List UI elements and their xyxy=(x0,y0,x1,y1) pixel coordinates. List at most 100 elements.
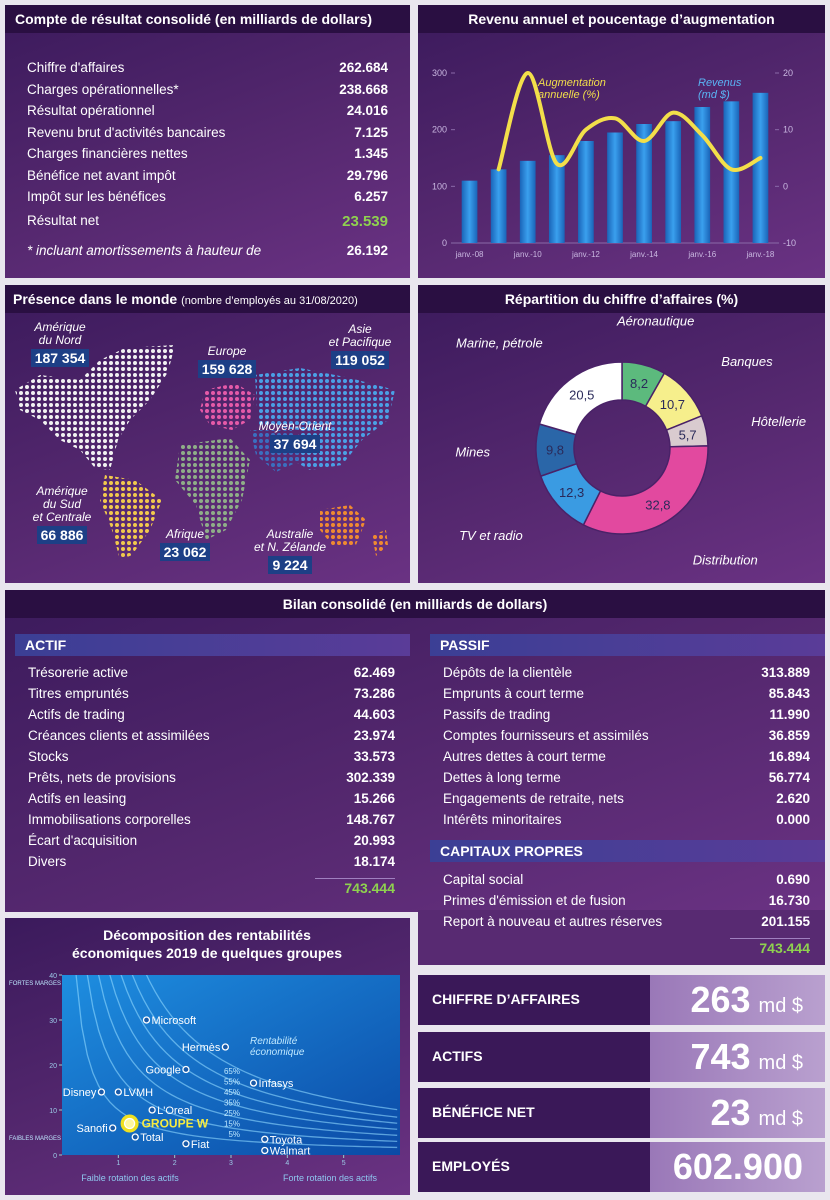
region: Asie et Pacifique 119 052 xyxy=(300,323,410,370)
value-label: 5,7 xyxy=(679,427,697,442)
income-title: Compte de résultat consolidé (en milliar… xyxy=(5,5,410,33)
balance-value: 36.859 xyxy=(768,728,810,743)
balance-label: Titres empruntés xyxy=(28,686,129,701)
x-tick-label: janv.-14 xyxy=(629,250,658,259)
balance-title: Bilan consolidé (en milliards de dollars… xyxy=(5,590,825,618)
revenue-chart: 0 100 200 300 -10 0 10 20 janv.-08 janv.-10 janv.-… xyxy=(432,68,796,259)
bar xyxy=(490,169,507,243)
balance-value: 23.974 xyxy=(353,728,395,743)
balance-value: 20.993 xyxy=(353,833,395,848)
x-axis-label: Faible rotation des actifs xyxy=(81,1173,179,1183)
bar xyxy=(461,180,478,243)
section-heading: CAPITAUX PROPRES xyxy=(430,840,825,862)
iso-curve xyxy=(97,975,398,1136)
income-note-value: 26.192 xyxy=(346,243,388,258)
point-label: Toyota xyxy=(270,1134,303,1146)
region-name: Afrique xyxy=(165,527,205,541)
bar xyxy=(519,160,536,243)
balance-total: 743.444 xyxy=(315,878,395,896)
kpi-label: CHIFFRE D’AFFAIRES xyxy=(432,991,580,1007)
region-value: 159 628 xyxy=(197,360,257,378)
south-america xyxy=(100,475,162,560)
point-label: Disney xyxy=(63,1087,97,1099)
kpi-box: ACTIFS 743 md $ xyxy=(418,1032,825,1082)
balance-label: Stocks xyxy=(28,749,69,764)
point xyxy=(142,1016,151,1024)
balance-value: 16.730 xyxy=(768,893,810,908)
balance-value: 2.620 xyxy=(776,791,810,806)
balance-value: 11.990 xyxy=(769,707,810,722)
balance-value: 16.894 xyxy=(768,749,810,764)
balance-panel-extension: Report à nouveau et autres réserves 201.1… xyxy=(418,910,825,965)
region-value: 37 694 xyxy=(269,435,321,453)
donut-segment xyxy=(582,445,709,535)
y2-tick-label: -10 xyxy=(783,238,796,248)
point xyxy=(109,1124,117,1132)
chart-title: Décomposition des rentabilités xyxy=(103,927,311,943)
iso-curve xyxy=(120,975,398,1124)
y-tick-label: 200 xyxy=(432,125,447,135)
balance-label: Capital social xyxy=(443,872,524,887)
region-name: Australie xyxy=(266,527,314,541)
balance-value: 0.000 xyxy=(776,812,810,827)
category-label: Distribution xyxy=(693,552,758,567)
kpi-unit: md $ xyxy=(758,1052,803,1074)
region-name: Moyen-Orient xyxy=(258,419,332,433)
balance-label: Prêts, nets de provisions xyxy=(28,770,176,785)
kpi-unit: md $ xyxy=(758,1108,803,1130)
x-tick-label: janv.-16 xyxy=(687,250,716,259)
europe xyxy=(200,383,255,430)
world-subtitle: (nombre d’employés au 31/08/2020) xyxy=(181,295,358,307)
y2-tick-label: 10 xyxy=(783,125,793,135)
balance-value: 201.155 xyxy=(761,914,810,929)
x-tick-label: 3 xyxy=(229,1160,233,1167)
income-label: Résultat opérationnel xyxy=(27,103,155,118)
y-tick-label: 0 xyxy=(442,238,447,248)
curve-label: 45% xyxy=(224,1088,240,1097)
region: Australie et N. Zélande 9 224 xyxy=(230,528,350,575)
point-label: Sanofi xyxy=(76,1123,107,1135)
balance-label: Écart d'acquisition xyxy=(28,833,138,848)
balance-label: Actifs en leasing xyxy=(28,791,127,806)
value-label: 20,5 xyxy=(569,387,594,402)
balance-label: Intérêts minoritaires xyxy=(443,812,562,827)
x-tick-label: janv.-18 xyxy=(746,250,775,259)
y2-tick-label: 20 xyxy=(783,68,793,78)
curve-label: 5% xyxy=(228,1130,240,1139)
balance-value: 0.690 xyxy=(776,872,810,887)
point xyxy=(131,1133,139,1141)
region-name: Asie xyxy=(348,322,372,336)
world-title-bar: Présence dans le monde (nombre d’employé… xyxy=(5,285,410,313)
point-label: Total xyxy=(140,1132,163,1144)
curve-label: 35% xyxy=(224,1099,240,1108)
balance-label: Immobilisations corporelles xyxy=(28,812,191,827)
balance-value: 15.266 xyxy=(353,791,395,806)
iso-curve xyxy=(145,975,398,1111)
category-label: Aéronautique xyxy=(616,313,694,328)
balance-label: Dépôts de la clientèle xyxy=(443,665,573,680)
balance-label: Autres dettes à court terme xyxy=(443,749,606,764)
curve-label: 55% xyxy=(224,1078,240,1087)
kpi-value-box: 743 md $ xyxy=(650,1032,825,1082)
iso-curve xyxy=(109,975,398,1130)
legend-line: Augmentation annuelle (%) xyxy=(538,77,606,101)
income-value: 238.668 xyxy=(339,81,388,97)
point xyxy=(97,1088,106,1096)
x-tick-label: 1 xyxy=(116,1160,120,1167)
bar xyxy=(578,141,594,243)
y-tick-label: 100 xyxy=(432,181,447,191)
y-axis-label: FAIBLES MARGES xyxy=(9,1136,61,1142)
region-value: 187 354 xyxy=(30,349,90,367)
curve-title: économique xyxy=(250,1047,305,1058)
point-label: Hermès xyxy=(182,1042,221,1054)
balance-label: Dettes à long terme xyxy=(443,770,561,785)
y-tick-label: 300 xyxy=(432,68,447,78)
world-title: Présence dans le monde xyxy=(13,291,178,307)
kpi-box: EMPLOYÉS 602.900 xyxy=(418,1142,825,1192)
x-tick-label: janv.-12 xyxy=(571,250,600,259)
income-value: 23.539 xyxy=(342,212,388,230)
x-tick-label: 4 xyxy=(285,1160,289,1167)
region-name: Amérique xyxy=(36,484,88,498)
world-panel: Présence dans le monde (nombre d’employé… xyxy=(5,285,410,583)
